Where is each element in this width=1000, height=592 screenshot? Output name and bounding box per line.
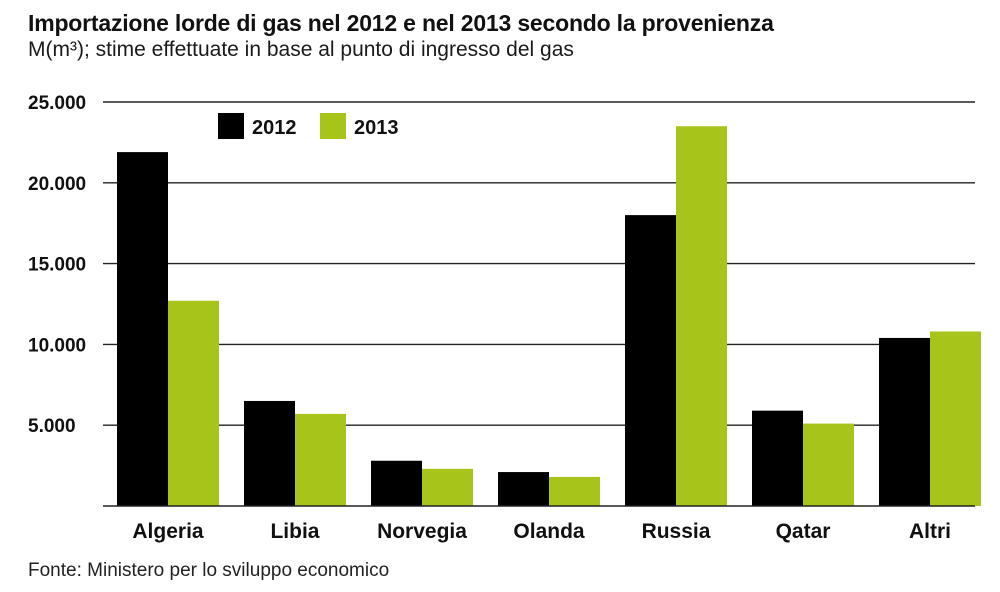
y-tick-label: 25.000 [28,93,86,114]
chart-title: Importazione lorde di gas nel 2012 e nel… [28,10,774,36]
bar-2012-olanda [498,472,549,506]
x-tick-label: Libia [270,520,319,543]
bar-2013-libia [295,413,346,506]
x-tick-label: Altri [909,520,951,543]
bar-2012-russia [625,215,676,506]
bar-2013-qatar [803,423,854,506]
legend-swatch-2013 [320,113,346,139]
chart-subtitle: M(m³); stime effettuate in base al punto… [28,38,574,61]
legend-label: 2012 [252,117,297,139]
bar-2012-norvegia [371,460,422,506]
x-tick-label: Qatar [776,520,831,543]
y-tick-label: 5.000 [28,416,76,437]
bar-2012-libia [244,400,295,506]
x-tick-label: Algeria [132,520,204,543]
bar-2013-altri [930,331,981,506]
bar-2012-qatar [752,410,803,506]
bar-2013-algeria [168,300,219,506]
bar-2013-norvegia [422,468,473,506]
x-tick-label: Olanda [513,520,585,543]
legend-label: 2013 [354,117,399,139]
bar-2013-russia [676,126,727,507]
legend-swatch-2012 [218,113,244,139]
bar-2012-altri [879,337,930,506]
y-tick-label: 10.000 [28,335,86,356]
x-tick-label: Russia [642,520,711,543]
y-tick-label: 15.000 [28,255,86,276]
y-tick-label: 20.000 [28,174,86,195]
bar-2013-olanda [549,476,600,506]
x-tick-label: Norvegia [377,520,467,543]
bar-2012-algeria [117,152,168,506]
source-note: Fonte: Ministero per lo sviluppo economi… [28,560,390,581]
